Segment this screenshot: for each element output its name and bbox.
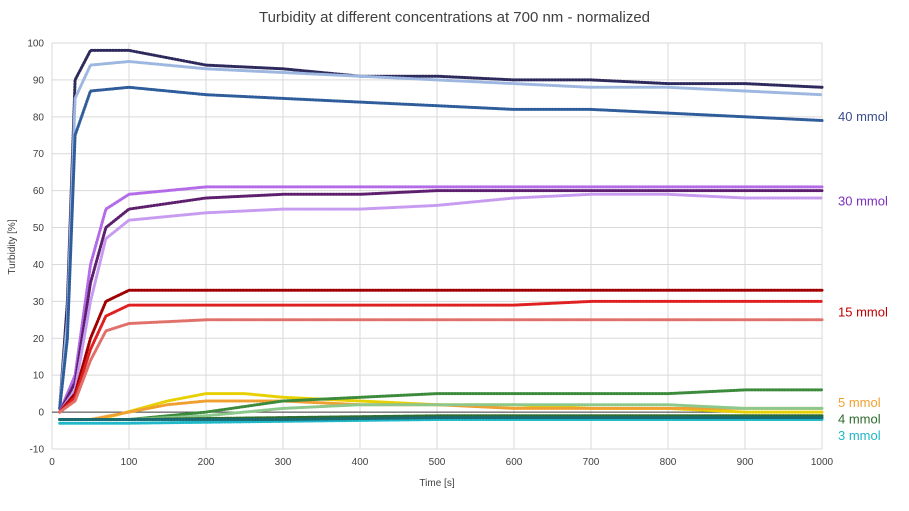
series-group-label: 40 mmol: [838, 109, 888, 124]
series-group-label: 15 mmol: [838, 304, 888, 319]
x-tick-label: 700: [583, 457, 600, 468]
y-tick-label: 20: [33, 334, 45, 345]
axes: 0 100 200 300 400 500 600 700 800 900 1000 -10 0 10 20…: [27, 39, 833, 469]
data-series: [58, 48, 824, 425]
series-line: [58, 189, 824, 414]
series-group-label: 5 mmol: [838, 395, 881, 410]
y-tick-label: 60: [33, 186, 45, 197]
y-tick-label: 100: [27, 39, 44, 50]
x-tick-label: 300: [275, 457, 292, 468]
series-line: [58, 185, 824, 414]
x-tick-label: 1000: [811, 457, 834, 468]
series-group-label: 30 mmol: [838, 194, 888, 209]
series-group-label: 4 mmol: [838, 411, 881, 426]
grid: [51, 42, 823, 450]
x-tick-label: 400: [352, 457, 369, 468]
y-tick-label: 0: [38, 408, 44, 419]
series-line: [58, 60, 824, 410]
series-line: [58, 192, 824, 414]
series-line: [58, 318, 824, 414]
x-tick-label: 900: [737, 457, 754, 468]
x-axis-label: Time [s]: [419, 478, 454, 489]
y-tick-label: 40: [33, 260, 45, 271]
series-line: [58, 299, 824, 414]
y-tick-label: 10: [33, 371, 45, 382]
x-tick-label: 200: [198, 457, 215, 468]
y-tick-label: 70: [33, 149, 45, 160]
series-line: [58, 403, 824, 421]
y-tick-label: 30: [33, 297, 45, 308]
y-tick-label: 90: [33, 75, 45, 86]
x-tick-label: 800: [660, 457, 677, 468]
series-line: [58, 418, 824, 425]
y-tick-label: 80: [33, 112, 45, 123]
series-line: [58, 388, 824, 421]
y-axis-label: Turbidity [%]: [7, 219, 18, 274]
series-line: [58, 85, 824, 410]
x-tick-label: 0: [49, 457, 55, 468]
series-line: [58, 416, 824, 421]
y-tick-label: 50: [33, 223, 45, 234]
series-line: [58, 288, 824, 414]
x-tick-label: 500: [429, 457, 446, 468]
series-line: [58, 48, 824, 410]
series-group-label: 3 mmol: [838, 428, 881, 443]
x-tick-label: 100: [121, 457, 138, 468]
chart-title: Turbidity at different concentrations at…: [258, 9, 651, 26]
x-tick-label: 600: [506, 457, 523, 468]
y-tick-label: -10: [30, 445, 45, 456]
